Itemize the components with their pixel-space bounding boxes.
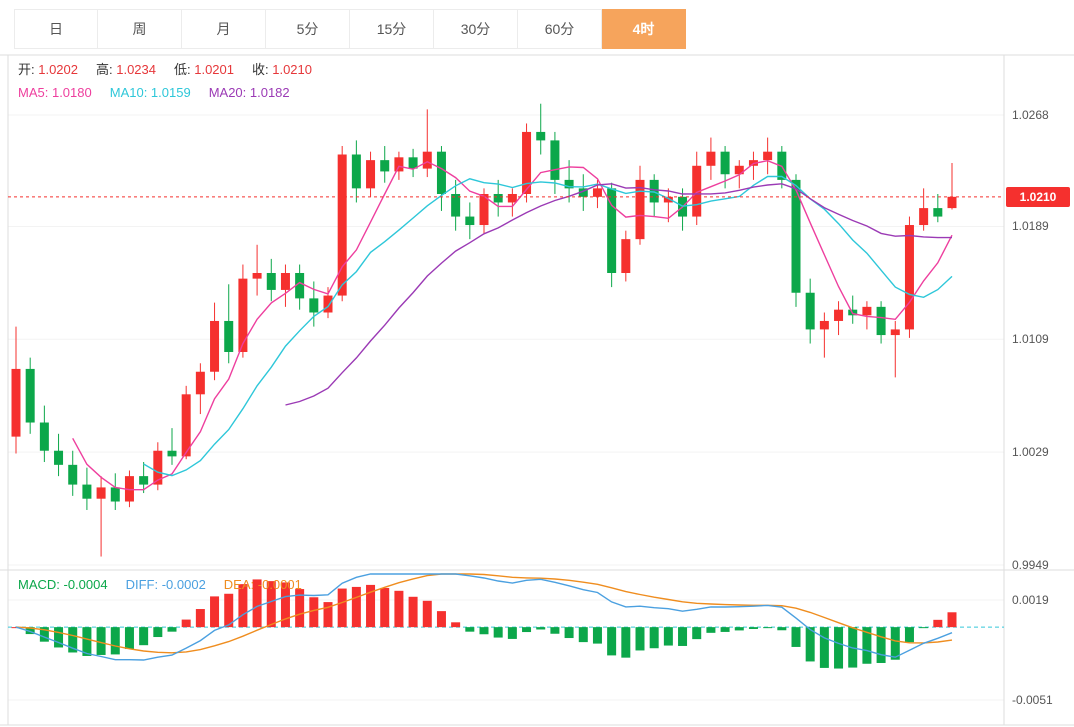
legend-item: MA20: 1.0182 xyxy=(209,85,290,100)
tab-4时[interactable]: 4时 xyxy=(602,9,686,49)
legend-value: 1.0234 xyxy=(116,62,156,77)
legend-value: 1.0201 xyxy=(194,62,234,77)
ma-legend: MA5: 1.0180 MA10: 1.0159 MA20: 1.0182 xyxy=(18,85,308,100)
legend-item: MA10: 1.0159 xyxy=(110,85,191,100)
legend-label: MA5: xyxy=(18,85,52,100)
legend-item: 开: 1.0202 xyxy=(18,62,78,77)
price-axis-label: 0.9949 xyxy=(1012,558,1049,572)
legend-item: 低: 1.0201 xyxy=(174,62,234,77)
macd-histogram xyxy=(11,579,957,669)
price-axis-label: 1.0189 xyxy=(1012,219,1049,234)
legend-label: 低: xyxy=(174,62,195,77)
price-axis-label: 1.0109 xyxy=(1012,332,1049,347)
legend-label: DIFF: xyxy=(125,577,162,592)
dea-line xyxy=(15,573,953,654)
legend-value: -0.0002 xyxy=(161,577,206,592)
legend-item: MA5: 1.0180 xyxy=(18,85,92,100)
tab-60分[interactable]: 60分 xyxy=(518,9,602,49)
price-axis-label: 1.0029 xyxy=(1012,445,1049,460)
legend-value: -0.0004 xyxy=(63,577,108,592)
candlestick-series xyxy=(11,103,957,557)
legend-item: DIFF: -0.0002 xyxy=(126,577,206,592)
legend-value: 1.0210 xyxy=(272,62,312,77)
legend-item: 收: 1.0210 xyxy=(252,62,312,77)
legend-label: 收: xyxy=(252,62,273,77)
tab-30分[interactable]: 30分 xyxy=(434,9,518,49)
macd-legend: MACD: -0.0004 DIFF: -0.0002 DEA: -0.0001 xyxy=(18,577,320,592)
ma10-line xyxy=(143,175,953,477)
gridlines xyxy=(8,114,1004,701)
legend-label: 高: xyxy=(96,62,117,77)
legend-label: MA10: xyxy=(109,85,151,100)
legend-value: 1.0182 xyxy=(249,85,290,100)
ma20-line xyxy=(285,183,952,406)
ohlc-legend: 开: 1.0202 高: 1.0234 低: 1.0201 收: 1.0210 xyxy=(18,59,330,78)
legend-label: MA20: xyxy=(208,85,250,100)
legend-label: 开: xyxy=(18,62,39,77)
tab-日[interactable]: 日 xyxy=(14,9,98,49)
current-price-tag: 1.0210 xyxy=(1006,186,1070,207)
tab-周[interactable]: 周 xyxy=(98,9,182,49)
legend-item: DEA: -0.0001 xyxy=(224,577,302,592)
macd-axis-label: 0.0019 xyxy=(1012,593,1049,607)
legend-value: 1.0202 xyxy=(38,62,78,77)
legend-value: -0.0001 xyxy=(257,577,302,592)
legend-item: MACD: -0.0004 xyxy=(18,577,108,592)
price-axis-label: 1.0268 xyxy=(1012,108,1049,122)
legend-value: 1.0159 xyxy=(150,85,191,100)
tab-月[interactable]: 月 xyxy=(182,9,266,49)
macd-axis-label: -0.0051 xyxy=(1012,693,1053,707)
ma5-line xyxy=(72,159,953,491)
legend-value: 1.0180 xyxy=(51,85,92,100)
legend-label: DEA: xyxy=(223,577,258,592)
diff-line xyxy=(15,573,953,661)
panel-borders xyxy=(0,54,1074,726)
legend-label: MACD: xyxy=(18,577,64,592)
tab-5分[interactable]: 5分 xyxy=(266,9,350,49)
timeframe-tabs: 日周月 5分 15分 30分 60分 4时 xyxy=(14,9,686,49)
legend-item: 高: 1.0234 xyxy=(96,62,156,77)
tab-15分[interactable]: 15分 xyxy=(350,9,434,49)
